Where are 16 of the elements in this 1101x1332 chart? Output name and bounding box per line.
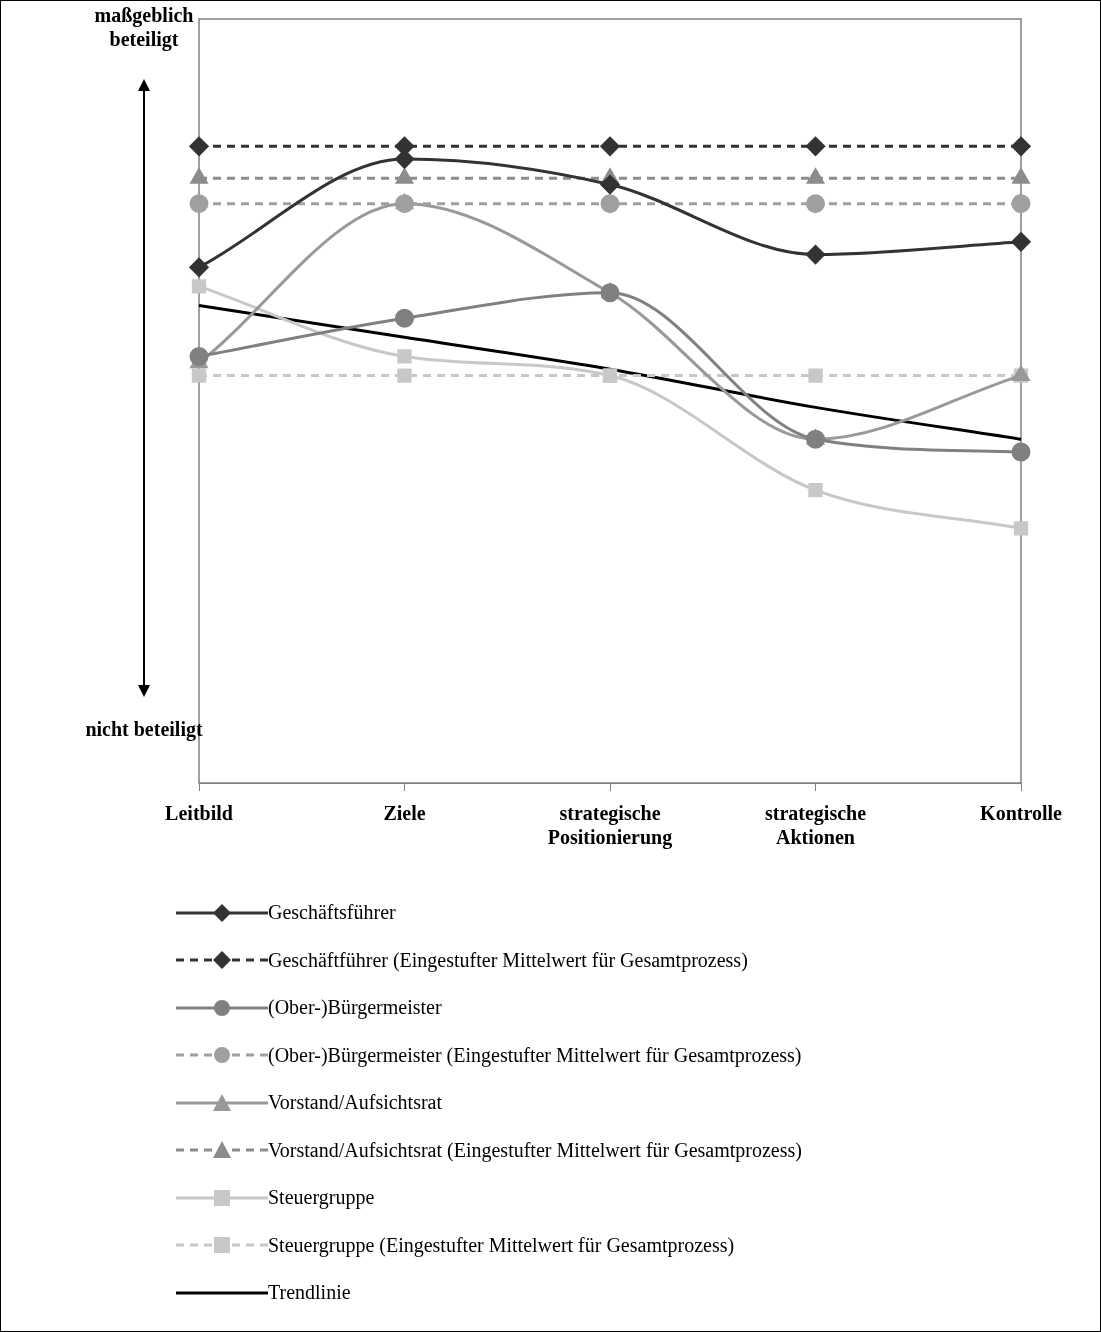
legend-label: Vorstand/Aufsichtsrat (Eingestufter Mittelwert für Gesamtprozess) bbox=[268, 1138, 802, 1162]
x-tick-label: Ziele bbox=[383, 802, 426, 825]
legend-label: Steuergruppe bbox=[268, 1186, 375, 1210]
legend-label: (Ober-)Bürgermeister (Eingestufter Mittelwert für Gesamtprozess) bbox=[268, 1043, 802, 1067]
legend-label: (Ober-)Bürgermeister bbox=[268, 996, 442, 1020]
legend-label: Steuergruppe (Eingestufter Mittelwert für Gesamtprozess) bbox=[268, 1233, 735, 1257]
legend-label: Geschäftführer (Eingestufter Mittelwert für Gesamtprozess) bbox=[268, 948, 748, 972]
legend-label: Trendlinie bbox=[268, 1281, 351, 1305]
legend-label: Vorstand/Aufsichtsrat bbox=[268, 1091, 443, 1115]
x-tick-label: strategische Aktionen bbox=[764, 802, 867, 849]
annotation: nicht beteiligt bbox=[84, 717, 204, 741]
x-tick-label: Leitbild bbox=[165, 802, 233, 825]
legend-label: Geschäftsführer bbox=[268, 901, 396, 925]
x-tick-label: strategische Positionierung bbox=[547, 802, 673, 850]
text: maßgeblich beteiligt bbox=[93, 3, 195, 51]
x-tick-label: Kontrolle bbox=[980, 802, 1063, 825]
